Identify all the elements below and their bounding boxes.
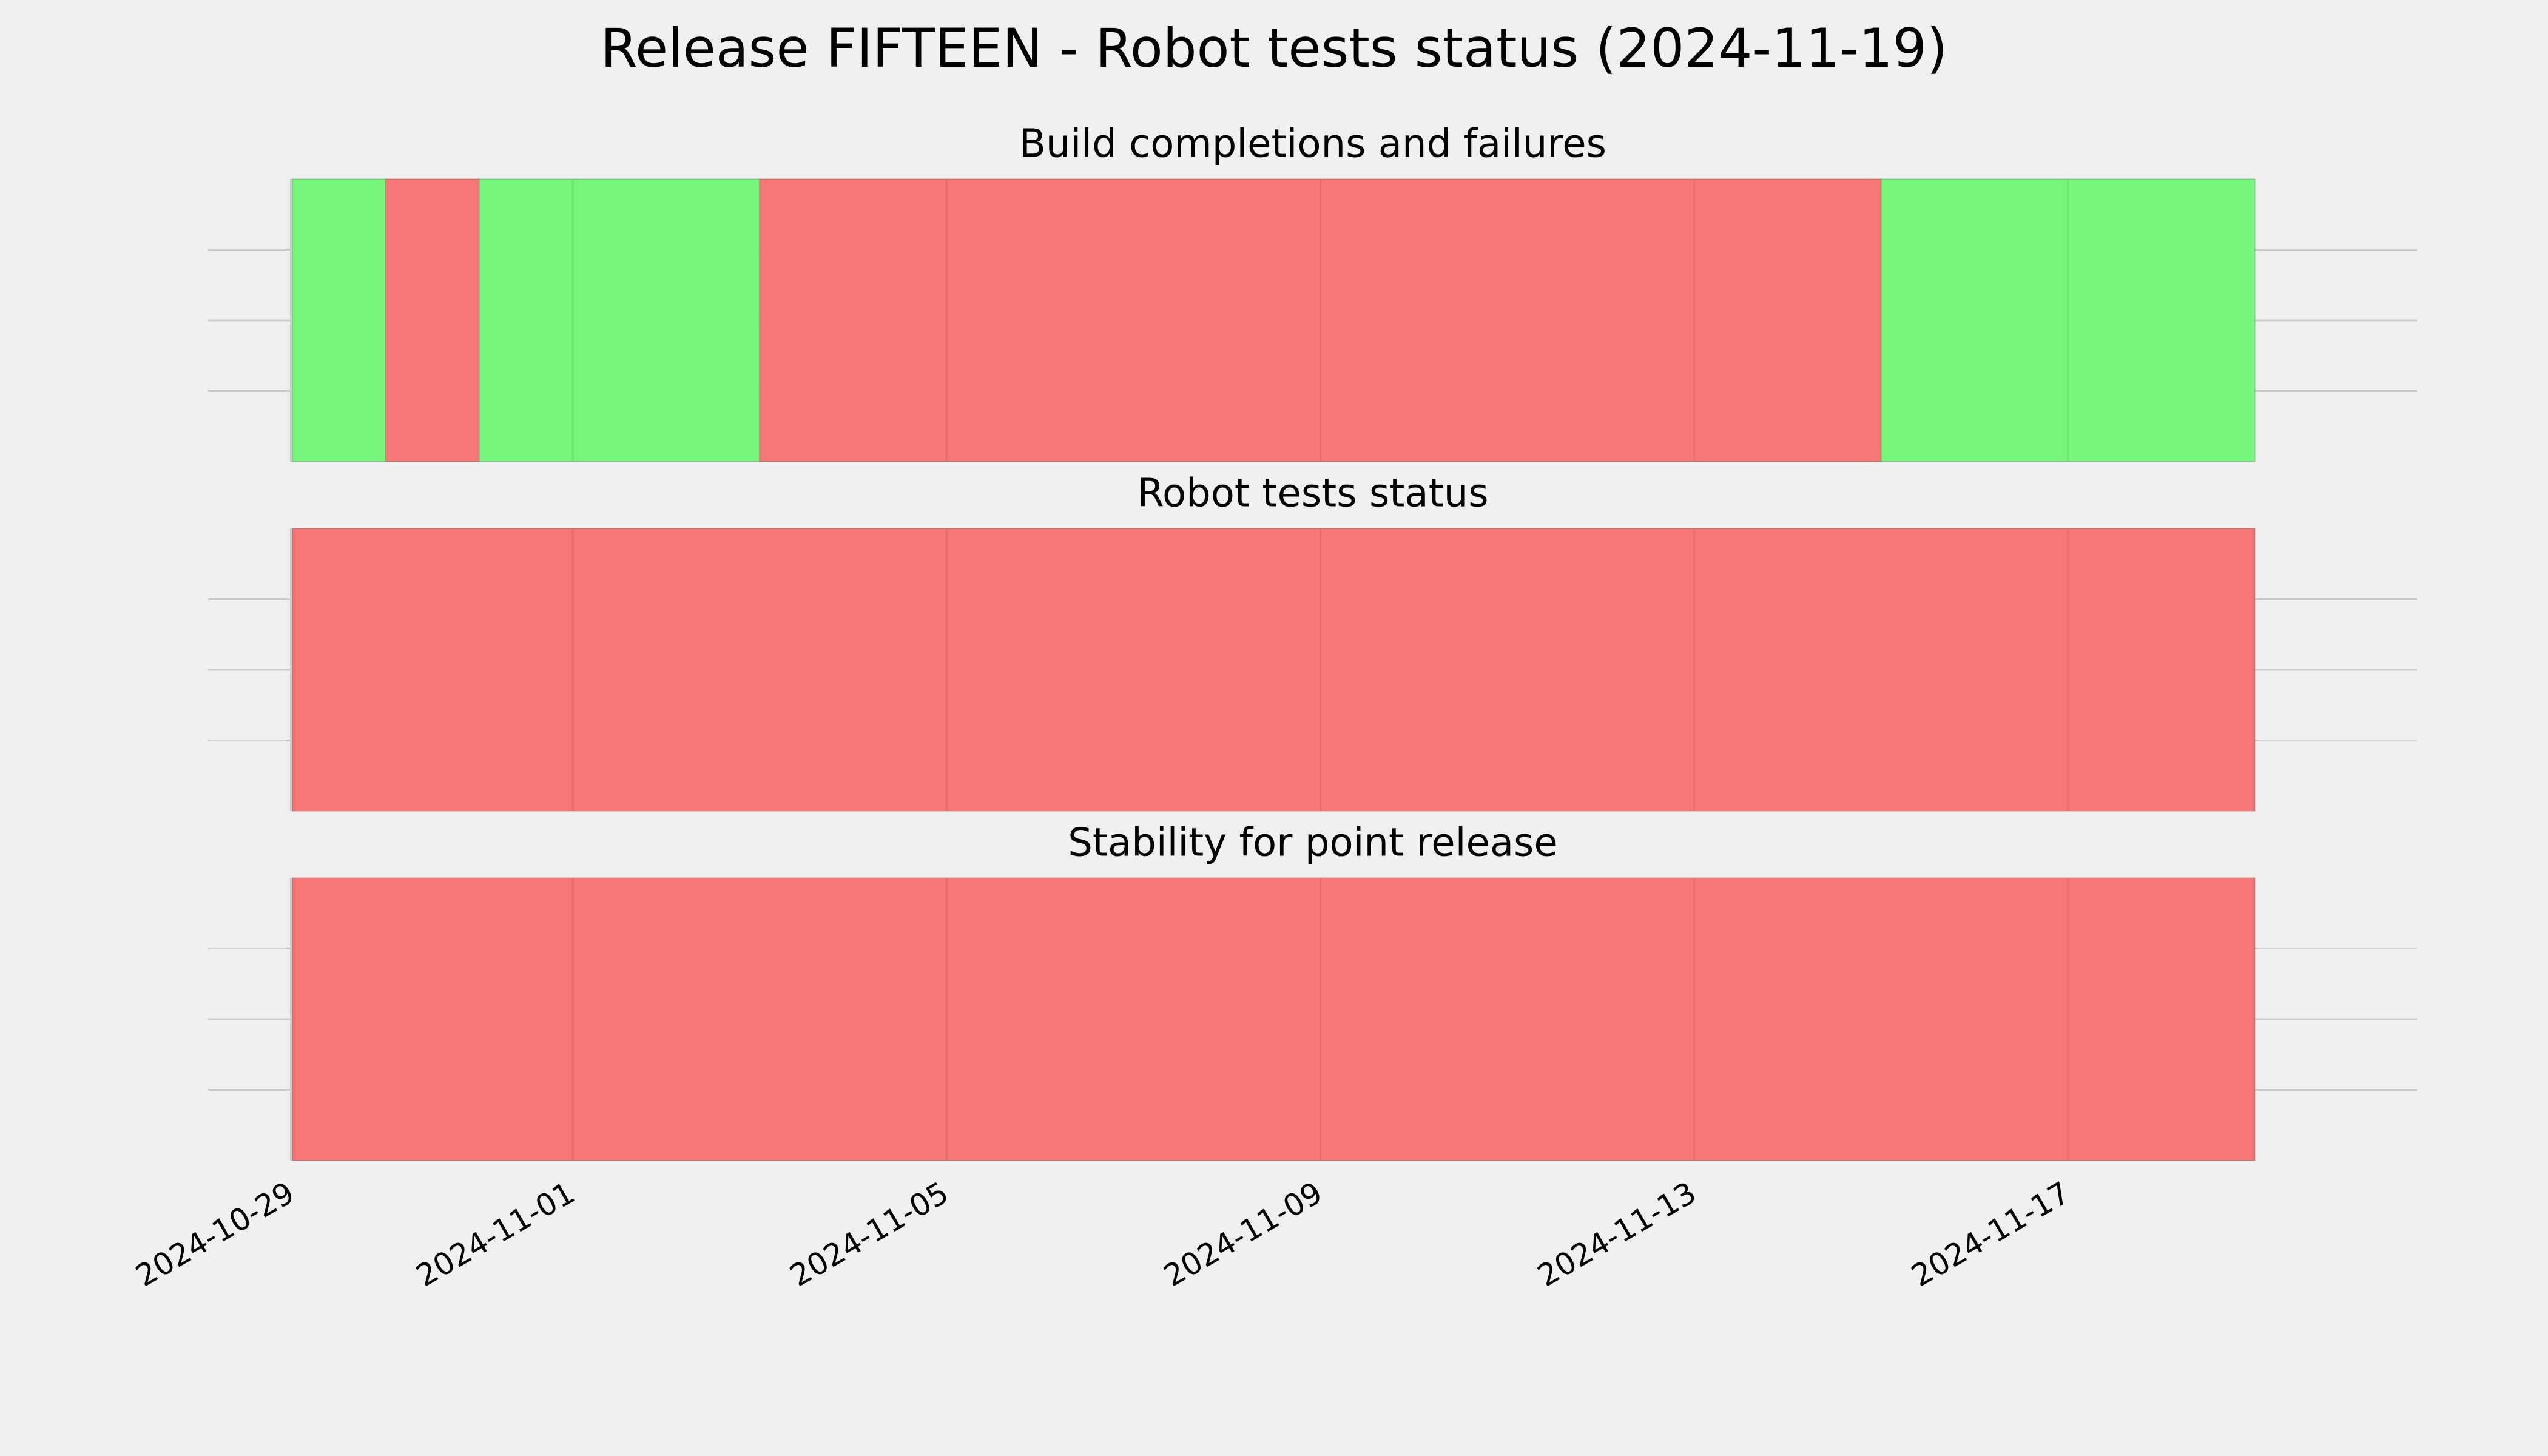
x-tick-label: 2024-10-29 [130, 1175, 300, 1294]
panel-title: Stability for point release [1068, 821, 1558, 866]
chart-title: Release FIFTEEN - Robot tests status (20… [601, 17, 1947, 79]
x-tick-label: 2024-11-05 [784, 1175, 954, 1294]
status-band [292, 877, 2256, 1161]
x-tick-label: 2024-11-09 [1158, 1175, 1329, 1294]
status-band [1880, 178, 2256, 462]
status-band [292, 528, 2256, 812]
status-band [385, 178, 480, 462]
status-band [759, 178, 1882, 462]
x-tick-label: 2024-11-13 [1532, 1175, 1702, 1294]
panel-title: Build completions and failures [1019, 122, 1606, 167]
status-band [292, 178, 387, 462]
x-tick-label: 2024-11-01 [410, 1175, 581, 1294]
status-band [479, 178, 761, 462]
x-tick-label: 2024-11-17 [1906, 1175, 2076, 1294]
panel-title: Robot tests status [1137, 471, 1488, 516]
